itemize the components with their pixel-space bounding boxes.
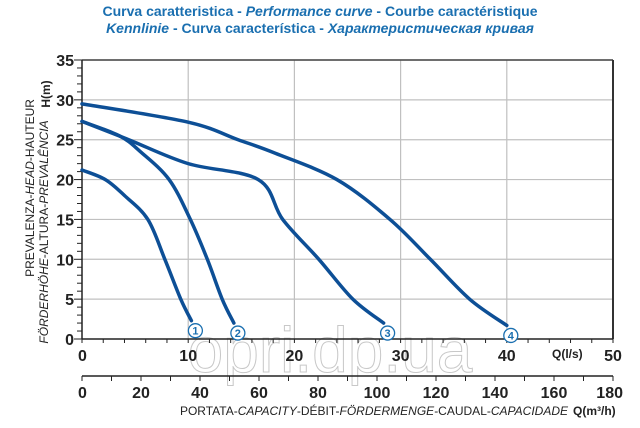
pump-curve-4 (80, 102, 509, 328)
watermark: opri.dp.ua (187, 314, 473, 387)
curve-label-2: 2 (235, 328, 241, 340)
axis-title-part: PREVALENZA- (23, 194, 37, 276)
axis-title-part: PORTATA- (180, 404, 238, 418)
axis-title-part: HEAD (23, 161, 37, 195)
curve-label-circle (230, 325, 246, 341)
x-unit-m3h: Q(m³/h) (573, 404, 616, 418)
x2-tick-label: 160 (541, 385, 568, 402)
curve-label-circle (503, 327, 519, 344)
x2-tick-label: 60 (250, 385, 268, 402)
x2-tick-label: 120 (423, 385, 450, 402)
y-tick-label: 20 (56, 173, 74, 190)
axis-title-part: -DÉBIT- (297, 403, 340, 418)
x2-tick-label: 80 (309, 385, 327, 402)
title-part: Kennlinie (106, 20, 170, 36)
y-axis-title-line1: PREVALENZA-HEAD-HAUTEUR (23, 99, 37, 277)
x-tick-label: 10 (179, 348, 197, 365)
x2-tick-label: 40 (191, 385, 209, 402)
x-tick-label: 0 (78, 348, 87, 365)
y-tick-label: 5 (65, 292, 74, 309)
y-tick-label: 35 (56, 53, 74, 70)
axis-title-part: -CAUDAL- (434, 404, 491, 418)
chart-title-line1: Curva caratteristica - Performance curve… (0, 3, 640, 19)
axis-title-part: PREVALÊNCIA (36, 120, 51, 203)
pump-curve-1 (80, 168, 194, 323)
curve-label-circle (187, 323, 204, 339)
y-unit: H(m) (39, 80, 53, 107)
x-tick-label: 20 (286, 348, 304, 365)
tick-labels: 0 5 10 15 20 25 30 35 0 10 20 30 40 50 0 20 40 60 80 100 120… (56, 53, 623, 402)
x2-tick-label: 20 (132, 385, 150, 402)
y-axis-title-line2: FÖRDERHÖHE-ALTURA-PREVALÊNCIA (36, 120, 51, 343)
axis-title-part: FÖRDERMENGE (340, 404, 436, 418)
watermark-text: opri.dp.ua (188, 314, 473, 386)
title-part: Curva caratteristica - (102, 3, 246, 19)
curve-label-1: 1 (192, 326, 198, 338)
title-part: - Curva característica - (169, 20, 328, 36)
curves: 1 2 3 4 (80, 102, 519, 344)
chart-title-line2: Kennlinie - Curva característica - Харак… (0, 20, 640, 36)
x2-tick-label: 180 (596, 385, 623, 402)
y-tick-label: 10 (56, 252, 74, 269)
x-tick-label: 50 (604, 348, 622, 365)
y-tick-label: 30 (56, 93, 74, 110)
curve-label-circle (379, 325, 396, 341)
y-tick-label: 25 (56, 133, 74, 150)
title-part: - Courbe caractéristique (372, 3, 538, 19)
x2-tick-label: 100 (364, 385, 391, 402)
x-axis-title: PORTATA-CAPACITY-DÉBIT-FÖRDERMENGE-CAUDA… (180, 403, 569, 418)
axis-title-part: -HAUTEUR (23, 99, 37, 161)
axis-title-part: CAPACIDADE (491, 404, 569, 418)
axes (74, 59, 614, 381)
x-unit-ls: Q(l/s) (552, 347, 583, 361)
grid (82, 59, 613, 339)
curve-label-4: 4 (508, 330, 515, 342)
pump-curve-3 (80, 119, 386, 325)
title-part: Performance curve (245, 3, 373, 19)
title-part: Характеристическая кривая (327, 20, 534, 36)
x2-tick-label: 0 (78, 385, 87, 402)
y-tick-label: 0 (65, 332, 74, 349)
axis-title-part: CAPACITY (238, 404, 298, 418)
curve-label-3: 3 (385, 328, 391, 340)
axis-title-part: -ALTURA- (37, 204, 51, 258)
x-tick-label: 40 (498, 348, 516, 365)
y-tick-label: 15 (56, 212, 74, 229)
x-tick-label: 30 (392, 348, 410, 365)
x2-tick-label: 140 (482, 385, 509, 402)
axis-title-part: FÖRDERHÖHE (37, 257, 51, 343)
